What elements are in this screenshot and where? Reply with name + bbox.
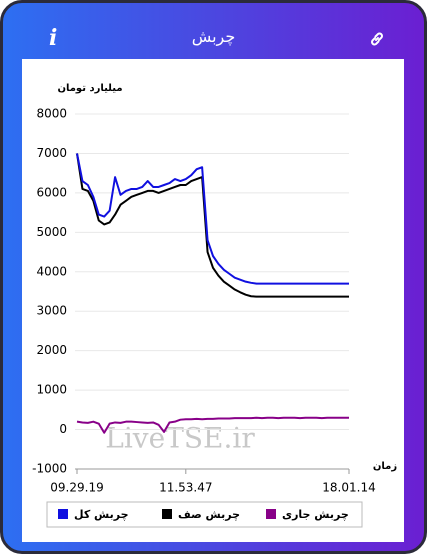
y-axis-label: میلیارد تومان [57,83,122,94]
y-tick-label: 5000 [36,225,67,239]
content-panel [22,59,404,542]
link-button[interactable] [369,31,385,47]
y-tick-label: 1000 [36,383,67,397]
watermark: LiveTSE.ir [105,422,255,455]
legend-swatch [58,509,68,519]
legend-swatch [162,509,172,519]
y-tick-label: 0 [59,422,67,436]
x-axis-label: زمان [373,461,397,472]
x-tick-label: 18.01.14 [322,481,375,495]
legend-label: چربش جاری [282,508,349,521]
x-tick-label: 11.53.47 [159,481,212,495]
y-tick-label: 2000 [36,343,67,357]
legend-label: چربش صف [178,508,240,521]
y-tick-label: 3000 [36,304,67,318]
series-line [76,153,349,285]
y-tick-label: 6000 [36,185,67,199]
y-tick-label: 7000 [36,146,67,160]
legend-box [46,501,363,528]
series-line [76,416,349,434]
y-tick-label: 4000 [36,264,67,278]
legend-label: چربش کل [74,508,129,521]
legend-swatch [266,509,276,519]
header-title: چربش [191,27,236,46]
info-button[interactable]: i [49,25,58,51]
series-line [76,153,349,298]
y-tick-label: 8000 [36,107,67,121]
y-tick-label: -1000 [32,462,67,476]
x-tick-label: 09.29.19 [50,481,103,495]
